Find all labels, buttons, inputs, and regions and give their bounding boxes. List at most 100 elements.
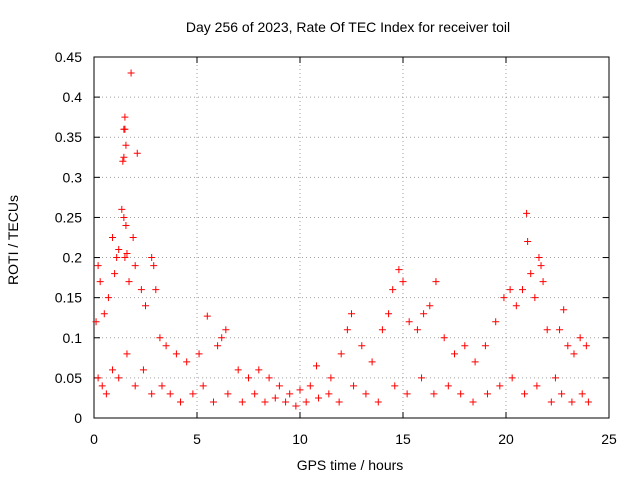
data-point [508, 374, 516, 382]
data-point [444, 382, 452, 390]
data-point [547, 398, 555, 406]
data-point [224, 390, 232, 398]
data-point [129, 234, 137, 241]
data-point [195, 350, 203, 358]
data-point [115, 374, 123, 382]
data-point [483, 390, 491, 398]
data-point [315, 394, 323, 402]
data-point [471, 358, 479, 366]
x-tick-label: 25 [601, 431, 617, 447]
data-point [255, 366, 263, 374]
data-point [131, 382, 139, 390]
y-tick-label: 0.4 [63, 89, 83, 105]
y-tick-label: 0.25 [55, 209, 82, 225]
data-point [413, 326, 421, 334]
data-point [122, 141, 130, 149]
data-point [131, 262, 139, 270]
data-point [203, 312, 211, 320]
data-point [238, 398, 246, 406]
data-point [282, 398, 290, 406]
data-point [399, 278, 407, 286]
data-point [430, 390, 438, 398]
data-point [120, 213, 128, 221]
data-point [391, 382, 399, 390]
data-point [166, 390, 174, 398]
data-point [214, 342, 222, 350]
data-point [123, 350, 131, 358]
data-point [358, 342, 366, 350]
data-points [92, 69, 592, 410]
data-point [96, 278, 104, 286]
y-tick-label: 0.1 [63, 330, 83, 346]
data-point [403, 390, 411, 398]
data-point [120, 153, 128, 161]
data-point [551, 374, 559, 382]
data-point [560, 306, 568, 314]
data-point [378, 326, 386, 334]
data-point [426, 302, 434, 310]
data-point [539, 278, 547, 286]
data-point [531, 294, 539, 302]
data-point [121, 125, 129, 133]
data-point [104, 294, 112, 302]
data-point [512, 302, 520, 310]
data-point [150, 262, 158, 270]
data-point [209, 398, 217, 406]
data-point [156, 334, 164, 342]
data-point [172, 350, 180, 358]
data-point [432, 278, 440, 286]
data-point [125, 278, 133, 286]
data-point [94, 262, 102, 270]
data-point [245, 374, 252, 382]
data-point [102, 390, 110, 398]
x-tick-label: 5 [193, 431, 201, 447]
data-point [137, 286, 145, 294]
data-point [343, 326, 351, 334]
data-point [292, 402, 300, 410]
y-tick-label: 0.45 [55, 49, 82, 65]
data-point [578, 390, 586, 398]
grid-lines [94, 57, 609, 418]
y-tick-label: 0.35 [55, 129, 82, 145]
data-point [385, 310, 393, 318]
chart-title: Day 256 of 2023, Rate Of TEC Index for r… [186, 19, 510, 35]
data-point [92, 318, 100, 326]
data-point [148, 390, 156, 398]
y-tick-label: 0.2 [63, 250, 83, 266]
data-point [111, 270, 119, 278]
data-point [457, 390, 465, 398]
data-point [535, 254, 543, 262]
y-tick-label: 0.3 [63, 169, 83, 185]
data-point [420, 310, 428, 318]
data-point [119, 157, 127, 165]
data-point [189, 390, 197, 398]
data-point [451, 350, 458, 358]
data-point [122, 221, 130, 229]
data-point [158, 382, 166, 390]
y-tick-label: 0.05 [55, 370, 82, 386]
x-tick-label: 0 [90, 431, 98, 447]
data-point [327, 374, 335, 382]
data-point [492, 318, 500, 326]
x-axis-label: GPS time / hours [297, 457, 404, 473]
data-point [302, 398, 310, 406]
data-point [461, 342, 469, 350]
data-point [127, 69, 135, 77]
y-tick-label: 0.15 [55, 290, 82, 306]
data-point [570, 350, 578, 358]
data-point [440, 334, 448, 342]
y-axis-label: ROTI / TECUs [5, 195, 21, 285]
data-point [395, 266, 403, 274]
data-point [362, 390, 370, 398]
data-point [183, 358, 191, 366]
data-point [133, 149, 141, 157]
data-point [418, 374, 426, 382]
data-point [118, 205, 126, 213]
data-point [518, 286, 526, 294]
data-point [275, 382, 283, 390]
data-point [199, 382, 207, 390]
data-point [537, 262, 545, 270]
x-tick-label: 15 [395, 431, 411, 447]
data-point [558, 390, 566, 398]
